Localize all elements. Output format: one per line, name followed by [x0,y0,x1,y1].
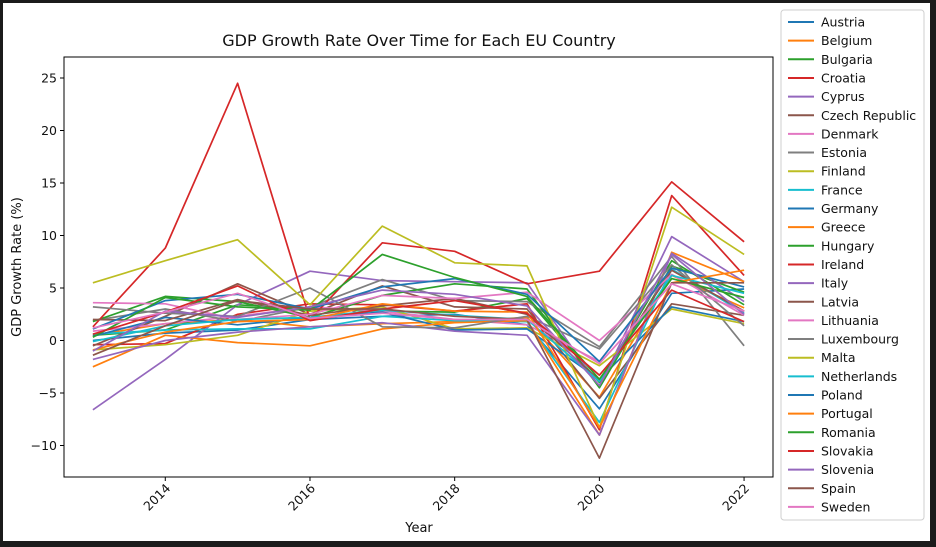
series-line-21 [92,269,745,429]
legend-label-3: Croatia [821,70,866,85]
y-tick-label-5: 15 [41,176,57,191]
legend-label-8: Finland [821,164,866,179]
legend-label-17: Luxembourg [821,332,899,347]
legend-box [780,9,925,521]
y-axis: −10 −5 0 5 10 15 20 25 [31,71,64,453]
y-tick-label-2: 0 [49,333,57,348]
x-tick-label-3: 2020 [574,480,607,513]
x-axis-label: Year [404,521,433,536]
legend-label-7: Estonia [821,145,867,160]
legend-label-19: Netherlands [821,369,897,384]
legend-label-23: Slovakia [821,443,873,458]
legend-label-13: Ireland [821,257,864,272]
series-line-20 [92,267,745,363]
plot-area [63,56,774,478]
legend-label-11: Greece [821,220,866,235]
legend-label-10: Germany [821,201,879,216]
legend-label-12: Hungary [821,238,875,253]
legend-label-1: Belgium [821,33,872,48]
legend-label-9: France [821,182,863,197]
legend: Austria Belgium Bulgaria Croatia Cyprus Czech… [780,9,925,521]
y-tick-label-1: −5 [39,386,57,401]
y-tick-label-4: 10 [41,228,57,243]
x-tick-label-0: 2014 [140,480,173,513]
legend-label-26: Sweden [821,499,870,514]
series-line-24 [92,253,745,387]
legend-label-4: Cyprus [821,89,865,104]
legend-label-14: Italy [821,276,849,291]
legend-label-5: Czech Republic [821,108,916,123]
legend-label-24: Slovenia [821,462,874,477]
gdp-line-chart: GDP Growth Rate Over Time for Each EU Co… [10,9,925,536]
series-line-4 [92,235,745,411]
legend-label-22: Romania [821,425,876,440]
chart-title: GDP Growth Rate Over Time for Each EU Co… [222,31,616,50]
x-axis: 2014 2016 2018 2020 2022 [140,477,752,514]
legend-label-6: Denmark [821,126,879,141]
y-tick-label-0: −10 [31,438,57,453]
x-tick-label-1: 2016 [285,480,318,513]
series-line-18 [92,206,745,429]
legend-label-0: Austria [821,15,865,30]
x-tick-label-4: 2022 [719,481,752,514]
legend-label-25: Spain [821,481,856,496]
legend-label-21: Portugal [821,406,873,421]
y-tick-label-3: 5 [49,281,57,296]
legend-label-2: Bulgaria [821,52,873,67]
series-line-13 [92,82,745,328]
legend-label-15: Latvia [821,294,859,309]
figure-canvas: GDP Growth Rate Over Time for Each EU Co… [3,3,930,541]
series-lines [92,82,745,459]
legend-label-20: Poland [821,388,863,403]
series-line-15 [92,269,745,382]
series-line-23 [92,285,745,377]
y-tick-label-6: 20 [41,123,57,138]
y-tick-label-7: 25 [41,71,57,86]
legend-label-16: Lithuania [821,313,879,328]
series-line-26 [92,282,745,365]
legend-label-18: Malta [821,350,855,365]
x-tick-label-2: 2018 [430,480,463,513]
y-axis-label: GDP Growth Rate (%) [10,197,25,337]
series-line-25 [92,281,745,459]
